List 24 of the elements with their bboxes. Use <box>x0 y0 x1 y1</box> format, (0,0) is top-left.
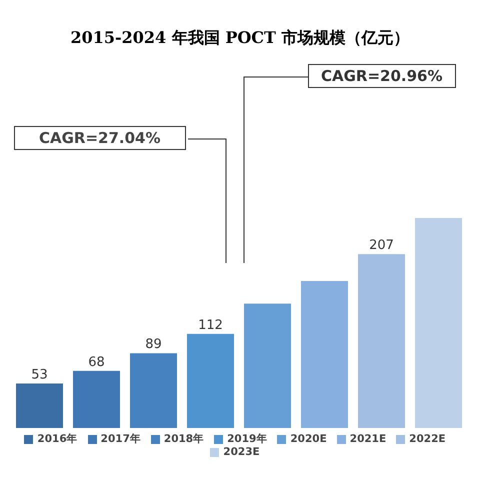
bar <box>358 254 405 428</box>
bar <box>16 383 63 428</box>
chart-title: 2015-2024 年我国 POCT 市场规模（亿元） <box>69 27 411 49</box>
bar <box>73 370 120 428</box>
legend-label: 2019年 <box>227 433 268 445</box>
text: CAGR=27.04% <box>14 126 186 150</box>
data-label: 207 <box>369 238 394 254</box>
legend-label: 2022E <box>409 433 446 445</box>
legend-label: 2023E <box>223 446 260 458</box>
legend-label: 2021E <box>350 433 386 445</box>
bar <box>187 334 234 428</box>
bar <box>244 304 291 428</box>
data-label: 89 <box>145 337 162 352</box>
bar <box>415 218 462 428</box>
text: CAGR=20.96% <box>308 64 456 88</box>
legend-label: 2017年 <box>100 433 141 445</box>
bar <box>301 281 348 428</box>
legend-label: 2020E <box>290 433 327 445</box>
legend-label: 2016年 <box>37 433 78 445</box>
data-label: 53 <box>31 367 48 382</box>
data-label: 68 <box>88 354 105 370</box>
legend-label: 2018年 <box>164 433 204 445</box>
bar <box>130 353 177 428</box>
data-label: 112 <box>198 318 223 333</box>
